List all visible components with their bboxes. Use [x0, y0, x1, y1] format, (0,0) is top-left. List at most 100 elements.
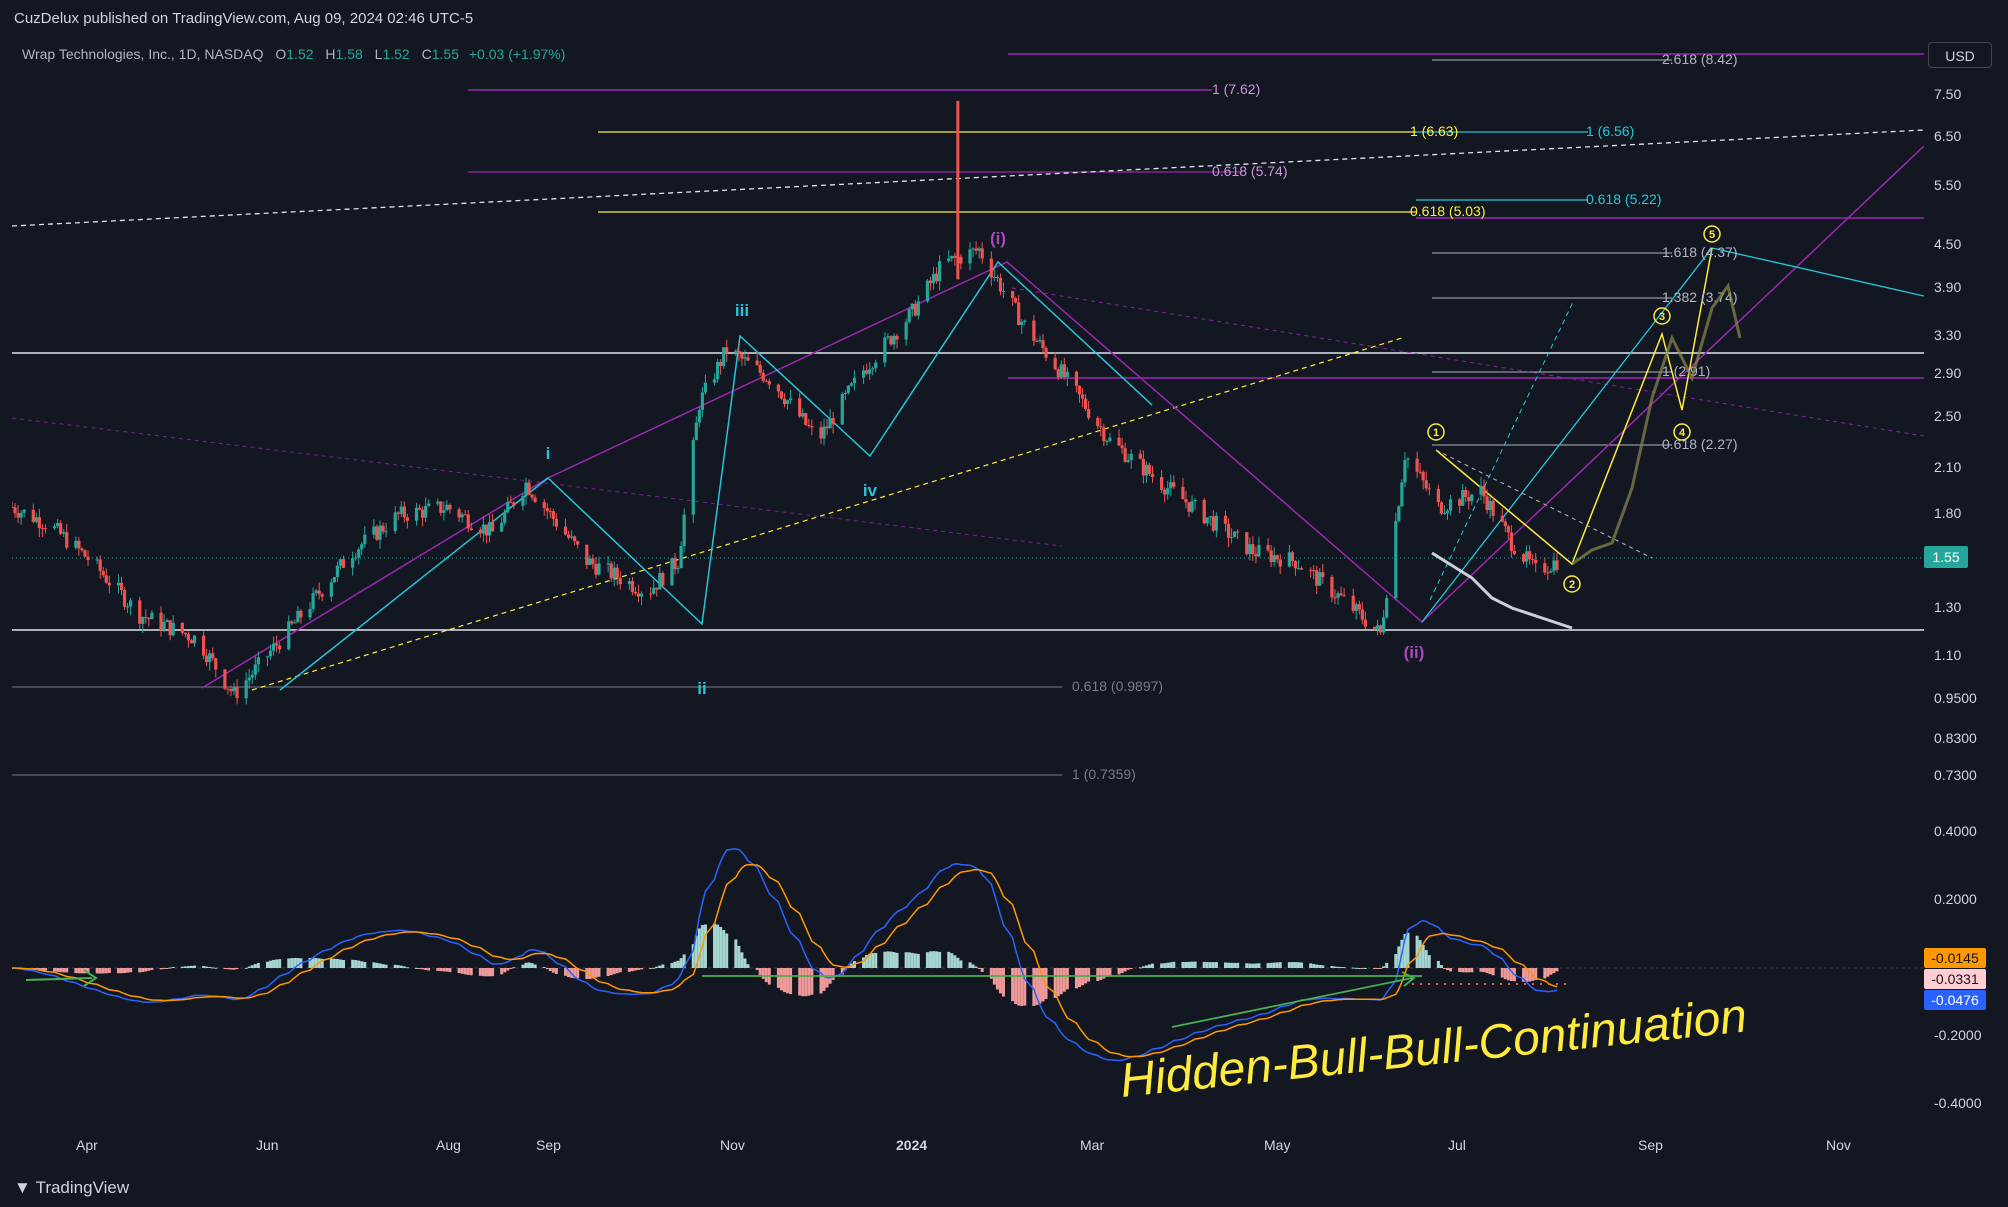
- candle-body: [335, 565, 340, 578]
- candle-body: [1269, 550, 1273, 562]
- candle-body: [1080, 394, 1085, 399]
- candle-body: [253, 664, 257, 675]
- macd-histogram-bar: [524, 962, 528, 968]
- macd-histogram-bar: [180, 966, 184, 968]
- macd-histogram-bar: [478, 968, 482, 976]
- macd-histogram-bar: [904, 952, 908, 968]
- candle-body: [256, 657, 260, 665]
- macd-histogram-bar: [1491, 968, 1495, 976]
- y-tick: 7.50: [1934, 86, 1962, 102]
- candle-body: [405, 517, 409, 521]
- candle-body: [852, 377, 857, 384]
- candle-body: [849, 383, 854, 386]
- macd-histogram-bar: [95, 968, 99, 974]
- fib-label: 1 (6.63): [1410, 123, 1458, 139]
- fib-label: 0.618 (0.9897): [1072, 678, 1163, 694]
- y-tick: 2.90: [1934, 365, 1962, 381]
- candle-body: [1461, 489, 1465, 506]
- candle-body: [460, 514, 464, 518]
- candle-body: [180, 622, 184, 633]
- candle-body: [1123, 448, 1127, 462]
- candle-body: [822, 426, 826, 439]
- macd-histogram-bar: [448, 968, 452, 973]
- candle-body: [1065, 371, 1069, 377]
- macd-histogram-bar: [1333, 966, 1337, 968]
- macd-histogram-bar: [776, 968, 780, 988]
- macd-histogram-bar: [311, 957, 315, 968]
- candle-body: [320, 594, 324, 597]
- candle-body: [1290, 552, 1295, 561]
- candle-body: [959, 256, 963, 264]
- macd-histogram-bar: [1254, 963, 1258, 968]
- macd-histogram-bar: [1001, 968, 1005, 997]
- macd-histogram-bar: [810, 968, 814, 995]
- macd-histogram-bar: [74, 968, 78, 974]
- macd-histogram-bar: [1318, 964, 1322, 968]
- candle-body: [1330, 576, 1334, 598]
- tradingview-logo[interactable]: ▼ TradingView: [14, 1178, 130, 1197]
- candle-body: [1233, 531, 1237, 537]
- macd-histogram-bar: [746, 964, 750, 968]
- candle-body: [1184, 499, 1188, 503]
- macd-histogram-bar: [822, 968, 826, 991]
- candle-body: [1531, 559, 1535, 561]
- macd-histogram-bar: [1424, 950, 1428, 968]
- macd-histogram-bar: [375, 962, 379, 968]
- macd-chart[interactable]: Hidden-Bull-Bull-Continuation: [12, 812, 1924, 1160]
- macd-histogram-bar: [1059, 968, 1063, 995]
- macd-histogram-bar: [290, 958, 294, 968]
- candle-body: [31, 509, 35, 522]
- signal-badge: -0.0145: [1924, 948, 1986, 968]
- candle-body: [840, 394, 844, 425]
- candle-body: [62, 532, 66, 534]
- macd-histogram-bar: [332, 958, 336, 968]
- macd-histogram-bar: [1102, 968, 1106, 979]
- macd-histogram-bar: [1236, 962, 1240, 968]
- candle-body: [652, 587, 656, 594]
- candle-body: [183, 632, 187, 635]
- macd-histogram-bar: [1336, 966, 1340, 968]
- macd-histogram-bar: [1442, 968, 1446, 969]
- macd-histogram-bar: [627, 968, 631, 972]
- macd-histogram-bar: [1315, 964, 1319, 968]
- macd-histogram-bar: [1470, 968, 1474, 973]
- macd-histogram-bar: [618, 968, 622, 973]
- macd-histogram-bar: [384, 964, 388, 968]
- candle-body: [211, 653, 215, 659]
- candle-body: [700, 392, 704, 410]
- candle-body: [1105, 440, 1109, 442]
- y-tick: 0.7300: [1934, 767, 1977, 783]
- candle-body: [925, 280, 930, 302]
- open-value: 1.52: [286, 46, 314, 62]
- macd-histogram-bar: [1278, 962, 1282, 968]
- symbol-name[interactable]: Wrap Technologies, Inc., 1D, NASDAQ: [22, 46, 264, 62]
- macd-histogram-bar: [1351, 967, 1355, 969]
- macd-histogram-bar: [1403, 933, 1407, 968]
- macd-histogram-bar: [862, 957, 866, 968]
- currency-button[interactable]: USD: [1928, 42, 1992, 68]
- macd-histogram-bar: [895, 952, 899, 968]
- macd-histogram-bar: [509, 968, 513, 969]
- candle-body: [938, 261, 942, 282]
- macd-histogram-bar: [1147, 964, 1151, 968]
- macd-histogram-bar: [1117, 968, 1121, 975]
- macd-histogram-bar: [123, 968, 127, 974]
- price-chart[interactable]: 2.618 (8.42) 1 (7.62) 1 (6.63) 1 (6.56) …: [12, 38, 1924, 808]
- macd-histogram-bar: [116, 968, 120, 974]
- macd-histogram-bar: [615, 968, 619, 974]
- macd-histogram-bar: [491, 968, 495, 977]
- candle-body: [159, 612, 163, 631]
- macd-histogram-bar: [819, 968, 823, 994]
- candle-body: [825, 426, 829, 429]
- handwritten-annotation: Hidden-Bull-Bull-Continuation: [1118, 989, 1750, 1108]
- candle-body: [402, 506, 406, 518]
- y-tick: 3.90: [1934, 279, 1962, 295]
- macd-histogram-bar: [1187, 961, 1191, 968]
- candle-body: [658, 572, 662, 590]
- candle-body: [655, 587, 659, 590]
- macd-histogram-bar: [43, 968, 47, 971]
- candle-body: [372, 526, 376, 535]
- macd-histogram-bar: [567, 968, 571, 978]
- macd-histogram-bar: [1421, 945, 1425, 968]
- macd-histogram-bar: [463, 968, 467, 975]
